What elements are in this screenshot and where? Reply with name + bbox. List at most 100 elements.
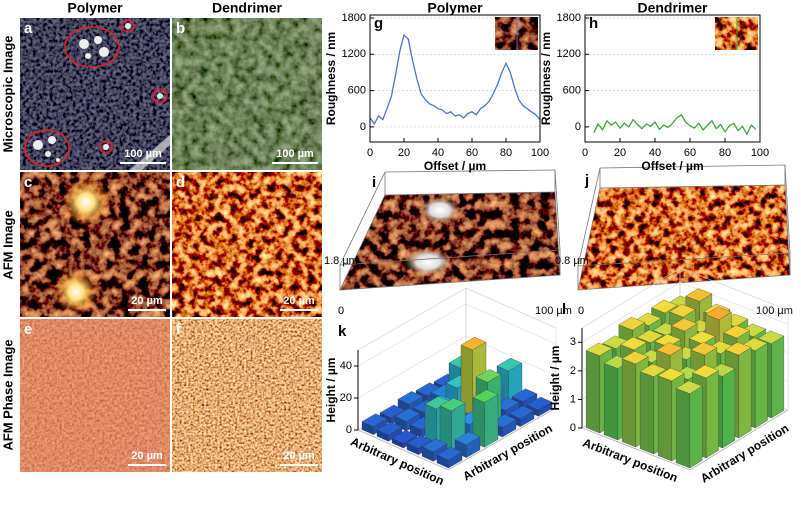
- panel-letter: j: [584, 172, 589, 189]
- scale-bar-label: 100 µm: [276, 148, 314, 160]
- panel-a: [20, 18, 170, 170]
- row-label: Microscopic Image: [0, 35, 15, 152]
- bar-face: [603, 362, 618, 441]
- x-tick-label: 0: [367, 147, 373, 159]
- scale-bar-label: 20 µm: [283, 295, 315, 307]
- x-tick-label: 0: [582, 147, 588, 159]
- plot-frame: [369, 14, 541, 143]
- spherulites: [33, 23, 163, 162]
- y-tick-label: 600: [348, 85, 366, 97]
- column-header: Polymer: [67, 0, 123, 16]
- x-tick-label: 60: [466, 147, 478, 159]
- bar-top: [620, 336, 647, 351]
- bar-face: [738, 347, 752, 439]
- bar-top: [394, 408, 421, 422]
- y-tick-label: 600: [563, 85, 581, 97]
- bar-face: [722, 368, 736, 449]
- row-label: AFM Phase Image: [0, 339, 15, 450]
- micrograph: [172, 18, 322, 170]
- z-axis-label: Height / µm: [324, 358, 338, 423]
- y-tick-label: 1800: [557, 12, 581, 24]
- length-label: 100 µm: [756, 305, 793, 317]
- bar-3d: [526, 396, 553, 417]
- bar-top: [654, 333, 682, 348]
- bar-face: [639, 371, 654, 455]
- bar-face: [484, 394, 499, 448]
- bar-top: [621, 351, 649, 365]
- panel-letter: g: [374, 15, 383, 32]
- afm-spot: [54, 270, 98, 314]
- bar-top: [397, 391, 424, 405]
- bar-face: [754, 342, 768, 429]
- row-label: AFM Image: [0, 210, 15, 279]
- height-label: 1.8 µm: [324, 255, 358, 267]
- bar-top: [657, 367, 685, 382]
- bar-top: [670, 318, 698, 332]
- bar-top: [705, 306, 732, 320]
- x-tick-label: 100: [751, 147, 769, 159]
- z-tick-label: 20: [340, 392, 352, 404]
- z-tick-label: 1: [570, 393, 576, 405]
- x-axis-label: Offset / µm: [424, 159, 486, 173]
- bar-face: [657, 375, 672, 462]
- bar-3d: [421, 438, 448, 462]
- height-label: 0.8 µm: [555, 255, 589, 267]
- grid-line: [357, 335, 557, 399]
- bar-3d: [472, 389, 499, 448]
- bar-top: [656, 342, 683, 356]
- bar-top: [421, 438, 448, 452]
- bar-top: [472, 389, 499, 403]
- bar-top: [526, 396, 553, 411]
- grid-line: [357, 303, 557, 367]
- bar-top: [723, 325, 750, 339]
- bar-top: [669, 304, 696, 318]
- x-axis-label: Offset / µm: [641, 159, 703, 173]
- bar-face: [705, 370, 719, 459]
- bar-top: [376, 421, 403, 436]
- panel-letter: d: [176, 174, 185, 191]
- phase-image: [172, 319, 322, 472]
- bar-face: [689, 385, 703, 469]
- bar-top: [675, 380, 703, 394]
- bar-top: [460, 336, 487, 351]
- x-tick-label: 40: [432, 147, 444, 159]
- surface-3d: [578, 185, 790, 290]
- plot-frame: [584, 14, 761, 143]
- origin-label: 0: [578, 305, 584, 317]
- panel-letter: e: [24, 321, 32, 338]
- panel-letter: f: [176, 321, 182, 338]
- y-tick-label: 0: [575, 121, 581, 133]
- x-tick-label: 80: [719, 147, 731, 159]
- bar-top: [406, 435, 433, 449]
- bar-face: [771, 335, 785, 419]
- grid-line: [581, 281, 789, 343]
- bar-top: [361, 413, 388, 427]
- y-tick-label: 0: [360, 121, 366, 133]
- bar-top: [436, 446, 463, 461]
- y-tick-label: 1200: [557, 48, 581, 60]
- bar-3d: [436, 446, 463, 469]
- bar-top: [508, 405, 535, 419]
- surface-box: [339, 164, 791, 291]
- panel-letter: l: [562, 301, 566, 318]
- panel-letter: a: [24, 20, 33, 37]
- panel-letter: k: [338, 323, 347, 340]
- bar-top: [690, 342, 718, 356]
- bar-face: [675, 388, 690, 469]
- bar-top: [688, 330, 716, 345]
- highlight-circles: [24, 19, 168, 167]
- bar-top: [475, 369, 502, 383]
- bar-top: [585, 342, 613, 356]
- bar-top: [454, 431, 481, 445]
- x-tick-label: 100: [531, 147, 549, 159]
- bar-top: [692, 364, 719, 379]
- bar-3d: [675, 380, 703, 469]
- scale-bar-label: 20 µm: [283, 450, 315, 462]
- bar-top: [496, 357, 523, 372]
- y-axis-label: Roughness / nm: [539, 32, 553, 125]
- z-tick-label: 40: [340, 360, 352, 372]
- bar-top: [618, 317, 646, 331]
- z-tick-label: 0: [570, 422, 576, 434]
- origin-label: 0: [338, 305, 344, 317]
